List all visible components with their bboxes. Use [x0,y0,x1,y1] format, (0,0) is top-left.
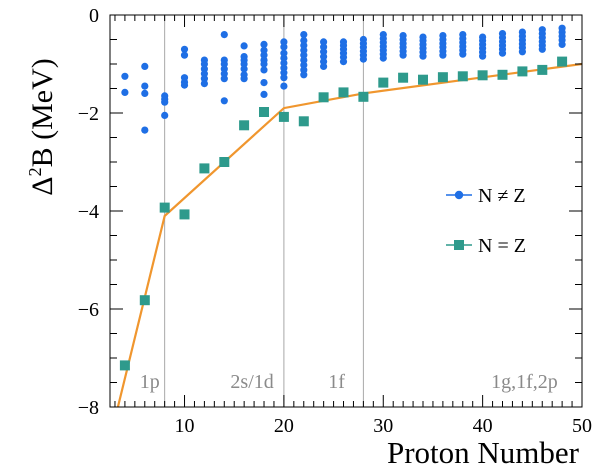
legend-eq-label: N = Z [478,235,526,257]
nz-point-42 [260,90,268,98]
fit-line-layer [116,62,582,407]
y-tick-label-3: −2 [78,103,99,125]
nz-point-21 [220,30,228,39]
nz-point-1 [121,88,129,96]
fit-line [116,62,582,407]
nz-point-8 [161,98,169,106]
legend-nz-marker [454,190,464,200]
x-tick-label-50: 50 [572,415,592,437]
nz-point-66 [320,62,328,70]
nz-point-0 [121,72,129,80]
axis-ticks [110,14,583,408]
eq-point-5 [219,157,230,167]
eq-point-9 [298,116,309,127]
nz-point-9 [161,111,169,119]
points-layer [119,24,568,371]
nz-point-103 [439,51,447,59]
eq-point-4 [199,163,210,174]
legend-nz-label: N ≠ Z [478,185,526,207]
nz-point-3 [141,82,149,90]
nz-point-27 [220,97,228,105]
eq-point-11 [338,87,349,98]
eq-point-1 [139,295,150,306]
shell-label-1: 2s/1d [230,371,273,393]
eq-point-0 [119,360,130,371]
nz-point-20 [200,80,208,88]
x-tick-label-30: 30 [373,415,393,437]
nz-point-91 [399,51,407,59]
nz-point-43 [280,38,288,46]
nz-point-138 [558,40,566,49]
legend-eq-marker [454,240,464,250]
nz-point-121 [498,49,507,57]
eq-point-15 [418,74,428,85]
nz-point-40 [260,66,268,74]
shell-label-3: 1g,1f,2p [491,371,558,393]
nz-point-50 [280,74,288,82]
legend-entry-eq: N = Z [446,235,526,257]
nz-point-14 [180,81,189,89]
nz-point-60 [300,71,308,79]
eq-point-7 [259,107,269,117]
nz-point-78 [359,55,367,63]
shell-label-2: 1f [328,371,345,393]
nz-point-85 [379,54,387,62]
nz-point-41 [260,79,268,87]
eq-point-16 [437,72,448,83]
eq-point-10 [318,92,329,103]
y-tick-label-1: −6 [78,299,99,321]
eq-point-14 [398,72,409,83]
nz-point-97 [419,52,427,60]
y-tick-label-0: −8 [78,397,99,419]
shell-label-0: 1p [140,371,160,393]
nz-point-34 [240,75,248,83]
eq-point-21 [537,64,548,75]
nz-point-5 [141,126,149,134]
eq-point-17 [457,71,468,82]
nz-point-4 [141,89,149,97]
legend: N ≠ Z N = Z [446,185,526,257]
nz-point-115 [479,52,487,60]
eq-point-19 [497,69,508,80]
y-tick-label-2: −4 [78,201,99,223]
eq-point-6 [239,120,250,131]
x-tick-label-10: 10 [175,415,195,437]
shell-lines [164,15,364,407]
eq-point-20 [517,66,528,77]
nz-point-28 [240,42,248,50]
nz-point-39 [260,60,268,68]
y-tick-label-4: 0 [89,5,99,27]
eq-point-12 [358,91,369,102]
nz-point-26 [220,75,228,83]
nz-point-52 [300,30,308,39]
x-tick-label-20: 20 [274,415,294,437]
x-axis-title: Proton Number [387,435,580,470]
legend-entry-nz: N ≠ Z [446,185,526,207]
eq-point-8 [278,111,289,122]
eq-point-22 [557,56,568,67]
eq-point-13 [378,77,389,88]
nz-point-72 [339,58,348,66]
nz-point-127 [518,48,527,56]
shell-labels: 1p 2s/1d 1f 1g,1f,2p [140,371,558,393]
nz-point-32 [240,65,248,73]
eq-point-18 [477,70,488,81]
nz-point-109 [459,50,467,58]
nz-point-44 [280,43,288,51]
nz-point-2 [141,62,149,70]
eq-point-3 [179,209,190,220]
nz-point-35 [260,40,268,49]
nz-point-133 [538,45,546,53]
axis-tick-labels: 10 20 30 40 50 −8 −6 −4 −2 0 [78,5,592,437]
nz-point-64 [320,53,328,61]
nz-point-51 [280,82,288,90]
nz-point-10 [180,45,189,53]
x-tick-label-40: 40 [473,415,493,437]
nz-point-11 [180,51,189,59]
y-axis-title: Δ2B (MeV) [25,58,59,195]
nz-point-61 [320,38,328,46]
eq-point-2 [159,202,170,213]
